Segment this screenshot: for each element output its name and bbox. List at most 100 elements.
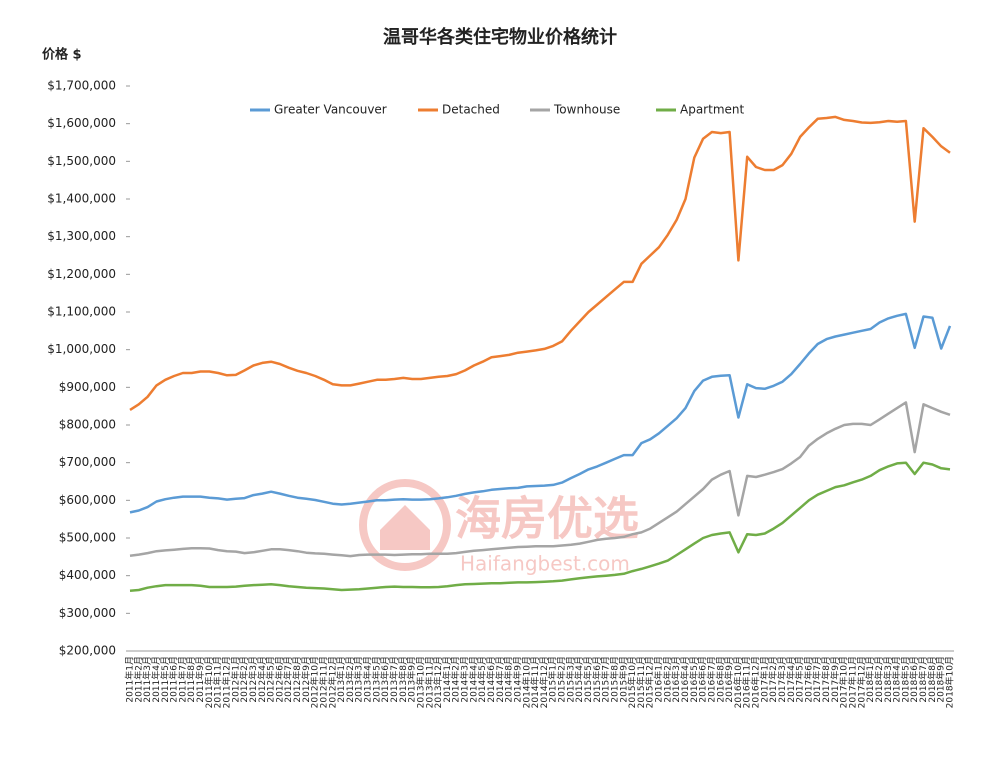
x-tick-label: 2017年9月 (829, 656, 841, 703)
x-tick-label: 2011年11月 (212, 656, 224, 708)
y-tick-label: $500,000 (59, 531, 116, 545)
x-tick-label: 2012年8月 (291, 656, 303, 703)
y-tick-label: $900,000 (59, 380, 116, 394)
series-line (129, 461, 951, 592)
y-axis-label: 价格 $ (42, 47, 82, 63)
y-tick-label: $800,000 (59, 418, 116, 432)
x-tick-label: 2018年8月 (926, 656, 938, 703)
x-tick-label: 2016年9月 (723, 656, 735, 703)
series-line (129, 401, 951, 558)
y-tick-label: $1,500,000 (47, 154, 116, 168)
x-tick-label: 2013年9月 (406, 656, 418, 703)
x-tick-label: 2016年1月 (653, 656, 665, 703)
x-tick-label: 2015年3月 (564, 656, 576, 703)
x-tick-label: 2016年5月 (688, 656, 700, 703)
x-tick-label: 2012年10月 (309, 656, 321, 708)
x-tick-label: 2016年10月 (732, 656, 744, 708)
watermark-house (380, 505, 430, 550)
watermark-brand: 海房优选 (455, 492, 639, 546)
x-tick-label: 2016年2月 (661, 656, 673, 703)
series-line (129, 312, 952, 514)
x-tick-label: 2013年12月 (432, 656, 444, 708)
chart-title: 温哥华各类住宅物业价格统计 (383, 26, 617, 48)
x-tick-label: 2011年8月 (185, 656, 197, 703)
x-tick-label: 2014年11月 (529, 656, 541, 708)
y-tick-label: $300,000 (59, 606, 116, 620)
x-tick-label: 2013年10月 (414, 656, 426, 708)
x-tick-label: 2012年3月 (247, 656, 259, 703)
x-tick-label: 2015年10月 (626, 656, 638, 708)
x-tick-label: 2011年12月 (220, 656, 232, 708)
x-tick-label: 2015年7月 (600, 656, 612, 703)
x-tick-label: 2011年4月 (150, 656, 162, 703)
series-line (129, 115, 951, 411)
x-tick-label: 2014年8月 (503, 656, 515, 703)
x-tick-label: 2013年3月 (353, 656, 365, 703)
x-tick-label: 2011年6月 (168, 656, 180, 703)
x-tick-label: 2012年5月 (265, 656, 277, 703)
x-tick-label: 2016年8月 (714, 656, 726, 703)
y-tick-label: $1,600,000 (47, 116, 116, 130)
x-tick-label: 2015年12月 (644, 656, 656, 708)
x-tick-label: 2017年4月 (785, 656, 797, 703)
x-tick-label: 2015年2月 (556, 656, 568, 703)
x-tick-label: 2016年7月 (705, 656, 717, 703)
x-tick-label: 2016年6月 (697, 656, 709, 703)
x-tick-label: 2015年4月 (573, 656, 585, 703)
x-tick-label: 2014年1月 (441, 656, 453, 703)
x-tick-label: 2017年2月 (767, 656, 779, 703)
x-tick-label: 2012年7月 (282, 656, 294, 703)
x-tick-label: 2012年12月 (326, 656, 338, 708)
x-tick-label: 2017年11月 (847, 656, 859, 708)
x-tick-label: 2011年3月 (141, 656, 153, 703)
x-tick-label: 2017年7月 (811, 656, 823, 703)
x-tick-label: 2018年1月 (864, 656, 876, 703)
x-tick-label: 2014年2月 (450, 656, 462, 703)
x-tick-label: 2015年5月 (582, 656, 594, 703)
x-tick-label: 2017年3月 (776, 656, 788, 703)
x-tick-label: 2013年11月 (423, 656, 435, 708)
y-tick-label: $1,200,000 (47, 267, 116, 281)
y-tick-label: $1,700,000 (47, 79, 116, 93)
x-tick-label: 2012年2月 (238, 656, 250, 703)
legend-label: Greater Vancouver (274, 103, 387, 117)
x-tick-label: 2012年1月 (229, 656, 241, 703)
x-tick-label: 2017年12月 (855, 656, 867, 708)
y-tick-label: $200,000 (59, 644, 116, 658)
legend-label: Townhouse (553, 103, 620, 117)
x-tick-label: 2014年6月 (485, 656, 497, 703)
x-tick-label: 2017年10月 (838, 656, 850, 708)
y-tick-label: $1,300,000 (47, 229, 116, 243)
x-tick-label: 2018年5月 (899, 656, 911, 703)
x-tick-label: 2013年2月 (344, 656, 356, 703)
x-tick-label: 2016年11月 (741, 656, 753, 708)
x-tick-label: 2013年6月 (379, 656, 391, 703)
x-tick-label: 2018年7月 (917, 656, 929, 703)
x-tick-label: 2014年10月 (520, 656, 532, 708)
watermark: 海房优选 Haifangbest.com (359, 479, 639, 576)
x-tick-label: 2017年5月 (794, 656, 806, 703)
watermark-ring (359, 479, 451, 571)
y-tick-label: $600,000 (59, 493, 116, 507)
x-tick-label: 2012年9月 (300, 656, 312, 703)
x-tick-label: 2018年2月 (873, 656, 885, 703)
x-tick-label: 2014年5月 (476, 656, 488, 703)
x-tick-label: 2011年10月 (203, 656, 215, 708)
x-tick-label: 2013年7月 (388, 656, 400, 703)
watermark-site: Haifangbest.com (460, 552, 630, 576)
x-tick-label: 2013年5月 (370, 656, 382, 703)
y-tick-label: $1,400,000 (47, 192, 116, 206)
x-tick-label: 2012年11月 (317, 656, 329, 708)
x-tick-label: 2015年1月 (547, 656, 559, 703)
x-tick-label: 2017年6月 (802, 656, 814, 703)
x-tick-label: 2018年3月 (882, 656, 894, 703)
x-tick-label: 2013年8月 (397, 656, 409, 703)
y-tick-label: $700,000 (59, 455, 116, 469)
x-tick-label: 2016年12月 (750, 656, 762, 708)
x-tick-label: 2018年9月 (935, 656, 947, 703)
x-tick-label: 2012年6月 (273, 656, 285, 703)
x-tick-label: 2017年8月 (820, 656, 832, 703)
x-tick-label: 2014年9月 (511, 656, 523, 703)
x-tick-label: 2015年8月 (608, 656, 620, 703)
